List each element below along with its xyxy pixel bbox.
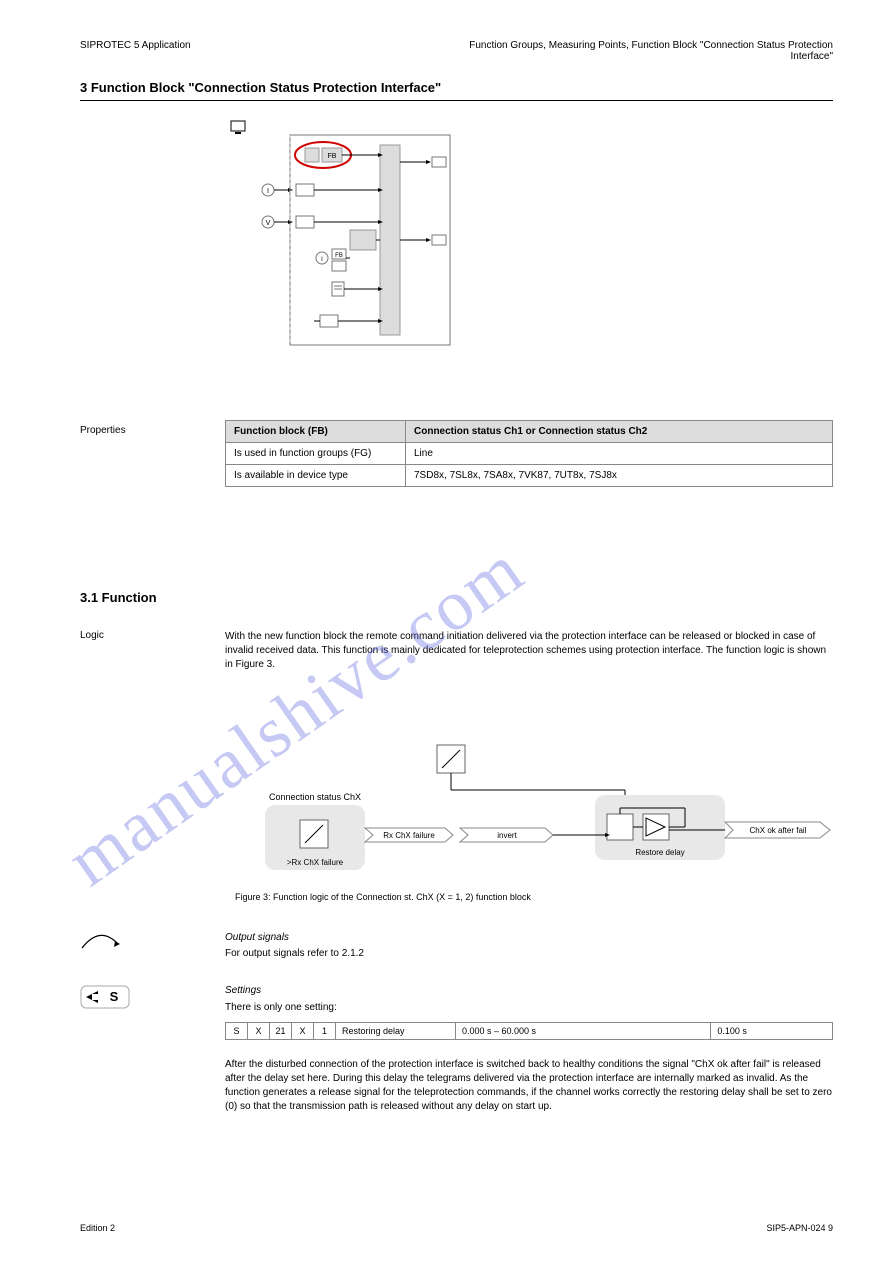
svg-text:Connection status ChX: Connection status ChX <box>269 792 361 802</box>
svg-text:invert: invert <box>497 831 517 840</box>
top-rule <box>80 100 833 101</box>
table-row: Is used in function groups (FG) Line <box>226 443 833 465</box>
header-right: Function Groups, Measuring Points, Funct… <box>453 40 833 62</box>
settings-intro: There is only one setting: <box>225 1002 337 1013</box>
page-title: 3 Function Block "Connection Status Prot… <box>80 80 441 95</box>
monitor-icon <box>230 120 248 139</box>
link-icon <box>80 930 120 953</box>
settings-table: S X 21 X 1 Restoring delay 0.000 s – 60.… <box>225 1022 833 1040</box>
svg-text:FB: FB <box>328 153 337 160</box>
svg-text:Figure 3: Function logic of t: Figure 3: Function logic of the Connecti… <box>235 892 531 902</box>
prop-th-label: Function block (FB) <box>226 421 406 443</box>
svg-text:S: S <box>110 989 119 1004</box>
prop-th-value: Connection status Ch1 or Connection stat… <box>406 421 833 443</box>
svg-text:>Rx ChX failure: >Rx ChX failure <box>287 858 344 867</box>
svg-text:Restore delay: Restore delay <box>635 848 684 857</box>
svg-text:V: V <box>266 220 271 227</box>
svg-text:ChX ok after fail: ChX ok after fail <box>750 826 807 835</box>
output-signals-text: For output signals refer to 2.1.2 <box>225 948 364 959</box>
settings-label: Settings <box>225 985 261 996</box>
svg-text:I: I <box>267 188 269 195</box>
output-signals-label: Output signals <box>225 932 289 943</box>
footer-right: SIP5-APN-024 9 <box>766 1223 833 1233</box>
table-row: S X 21 X 1 Restoring delay 0.000 s – 60.… <box>226 1023 833 1040</box>
settings-after-text: After the disturbed connection of the pr… <box>225 1058 833 1114</box>
function-heading: 3.1 Function <box>80 590 157 605</box>
flow-diagram: Connection status ChX >Rx ChX failure Rx… <box>225 740 833 910</box>
table-row: Is available in device type 7SD8x, 7SL8x… <box>226 465 833 487</box>
block-diagram: FB I V I FB <box>260 130 480 350</box>
svg-text:FB: FB <box>335 253 343 259</box>
function-body: With the new function block the remote c… <box>225 630 833 672</box>
properties-table: Function block (FB) Connection status Ch… <box>225 420 833 487</box>
setting-s-icon: S <box>80 985 130 1012</box>
footer-left: Edition 2 <box>80 1223 115 1233</box>
props-label: Properties <box>80 425 126 436</box>
svg-text:Rx ChX failure: Rx ChX failure <box>383 831 435 840</box>
logic-label: Logic <box>80 630 104 641</box>
header-left: SIPROTEC 5 Application <box>80 40 191 51</box>
svg-text:I: I <box>321 257 323 263</box>
